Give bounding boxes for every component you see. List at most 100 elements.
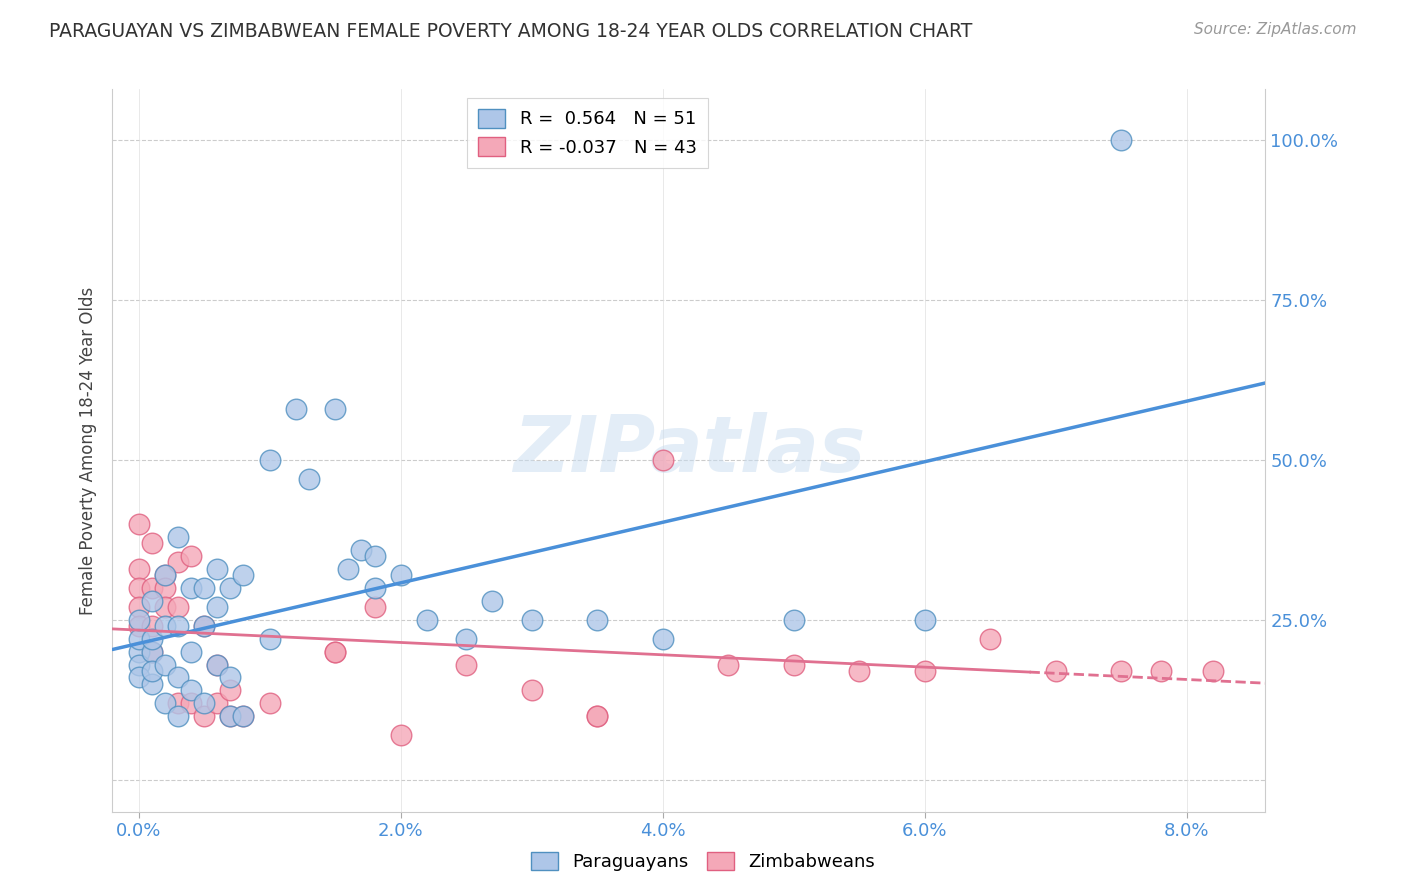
- Point: [848, 664, 870, 678]
- Point: [193, 581, 215, 595]
- Point: [586, 613, 609, 627]
- Point: [219, 708, 242, 723]
- Point: [193, 619, 215, 633]
- Point: [323, 645, 346, 659]
- Point: [323, 645, 346, 659]
- Legend: Paraguayans, Zimbabweans: Paraguayans, Zimbabweans: [523, 845, 883, 879]
- Point: [141, 536, 163, 550]
- Point: [128, 645, 150, 659]
- Point: [153, 581, 176, 595]
- Point: [141, 581, 163, 595]
- Point: [520, 683, 543, 698]
- Point: [1045, 664, 1067, 678]
- Point: [914, 613, 936, 627]
- Point: [363, 549, 385, 563]
- Point: [128, 613, 150, 627]
- Point: [167, 708, 190, 723]
- Point: [141, 645, 163, 659]
- Point: [389, 728, 412, 742]
- Point: [141, 664, 163, 678]
- Point: [180, 696, 202, 710]
- Point: [456, 632, 478, 646]
- Point: [180, 549, 202, 563]
- Point: [1202, 664, 1225, 678]
- Point: [141, 645, 163, 659]
- Point: [128, 670, 150, 684]
- Legend: R =  0.564   N = 51, R = -0.037   N = 43: R = 0.564 N = 51, R = -0.037 N = 43: [467, 98, 707, 168]
- Point: [481, 593, 503, 607]
- Point: [153, 568, 176, 582]
- Point: [363, 581, 385, 595]
- Point: [128, 632, 150, 646]
- Point: [153, 568, 176, 582]
- Point: [167, 619, 190, 633]
- Text: PARAGUAYAN VS ZIMBABWEAN FEMALE POVERTY AMONG 18-24 YEAR OLDS CORRELATION CHART: PARAGUAYAN VS ZIMBABWEAN FEMALE POVERTY …: [49, 22, 973, 41]
- Point: [651, 453, 673, 467]
- Point: [207, 657, 229, 672]
- Point: [167, 600, 190, 615]
- Point: [153, 619, 176, 633]
- Point: [141, 632, 163, 646]
- Point: [651, 632, 673, 646]
- Point: [128, 600, 150, 615]
- Point: [180, 683, 202, 698]
- Point: [1149, 664, 1171, 678]
- Point: [416, 613, 439, 627]
- Point: [783, 613, 806, 627]
- Point: [180, 645, 202, 659]
- Point: [219, 708, 242, 723]
- Point: [167, 555, 190, 569]
- Point: [259, 696, 281, 710]
- Point: [207, 657, 229, 672]
- Point: [180, 581, 202, 595]
- Point: [232, 568, 254, 582]
- Point: [153, 696, 176, 710]
- Point: [717, 657, 740, 672]
- Point: [167, 696, 190, 710]
- Point: [167, 530, 190, 544]
- Y-axis label: Female Poverty Among 18-24 Year Olds: Female Poverty Among 18-24 Year Olds: [79, 286, 97, 615]
- Point: [389, 568, 412, 582]
- Point: [141, 677, 163, 691]
- Text: ZIPatlas: ZIPatlas: [513, 412, 865, 489]
- Point: [219, 581, 242, 595]
- Point: [128, 516, 150, 531]
- Point: [259, 632, 281, 646]
- Point: [207, 562, 229, 576]
- Point: [128, 657, 150, 672]
- Point: [167, 670, 190, 684]
- Point: [128, 562, 150, 576]
- Point: [298, 472, 321, 486]
- Point: [350, 542, 373, 557]
- Point: [128, 581, 150, 595]
- Point: [363, 600, 385, 615]
- Point: [141, 593, 163, 607]
- Point: [979, 632, 1001, 646]
- Point: [207, 600, 229, 615]
- Point: [232, 708, 254, 723]
- Point: [586, 708, 609, 723]
- Point: [783, 657, 806, 672]
- Point: [207, 696, 229, 710]
- Point: [520, 613, 543, 627]
- Point: [193, 619, 215, 633]
- Point: [259, 453, 281, 467]
- Point: [456, 657, 478, 672]
- Point: [128, 619, 150, 633]
- Point: [586, 708, 609, 723]
- Point: [219, 670, 242, 684]
- Point: [914, 664, 936, 678]
- Point: [141, 619, 163, 633]
- Point: [219, 683, 242, 698]
- Point: [323, 401, 346, 416]
- Point: [284, 401, 307, 416]
- Text: Source: ZipAtlas.com: Source: ZipAtlas.com: [1194, 22, 1357, 37]
- Point: [193, 696, 215, 710]
- Point: [337, 562, 360, 576]
- Point: [232, 708, 254, 723]
- Point: [1111, 133, 1133, 147]
- Point: [1111, 664, 1133, 678]
- Point: [153, 657, 176, 672]
- Point: [193, 708, 215, 723]
- Point: [153, 600, 176, 615]
